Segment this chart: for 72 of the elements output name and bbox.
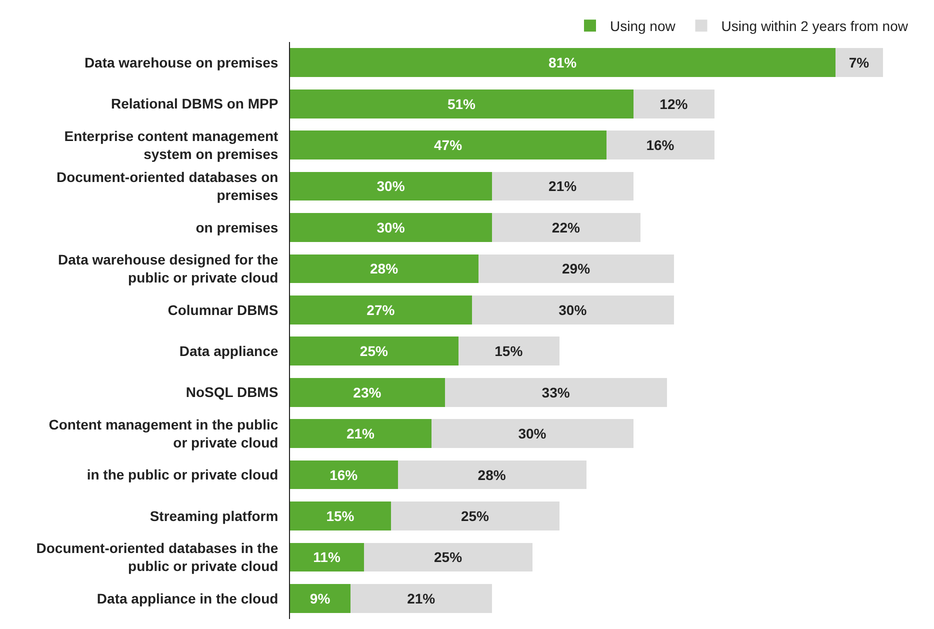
data-label: 51% [447,96,476,112]
bar [290,419,432,448]
y-tick-label: in the public or private cloud [86,466,278,483]
data-label: 30% [558,302,588,318]
data-label: 27% [366,302,396,318]
y-tick-label: Columnar DBMS [168,302,278,318]
data-label: 15% [494,343,524,360]
data-label: 21% [407,590,436,606]
data-label: 33% [542,384,570,400]
y-tick-label: Streaming platform [150,508,278,524]
y-tick-label: Data appliance in the cloud [96,590,278,606]
bar [290,502,392,530]
bar [634,89,714,118]
data-label: 16% [646,137,675,154]
bar [290,460,398,490]
data-label: 11% [313,549,341,566]
bar [391,502,560,530]
data-label: 47% [434,137,463,154]
bar [472,295,674,324]
data-label: 25% [460,508,490,524]
bar [290,254,479,284]
bar [431,419,634,448]
data-label: 21% [548,178,578,194]
bar [290,295,472,324]
data-label: 22% [552,219,580,236]
data-label: 15% [326,508,355,524]
bar [398,460,586,490]
y-tick-label: Document-oriented databases in the public or private cloud [36,540,278,574]
data-label: 30% [376,178,406,194]
y-tick-label: Enterprise content management system on premises [64,128,279,162]
bar [350,584,492,613]
y-tick-label: Document-oriented databases on premises [56,169,278,204]
bar [290,378,445,407]
bar [444,378,668,407]
bar [290,542,364,572]
data-label: 30% [376,219,406,236]
data-label: 28% [370,260,399,277]
data-label: 23% [353,384,382,400]
data-label: 25% [360,343,388,360]
data-label: 28% [478,466,506,483]
bar [290,172,492,201]
legend-label: Using now [610,18,676,34]
bar [290,584,351,613]
y-tick-label: Data warehouse on premises [84,54,278,71]
legend-label: Using within 2 years from now [721,18,909,34]
y-tick-label: Content management in the public or private cloud [48,416,278,451]
y-tick-label: NoSQL DBMS [186,384,278,400]
data-label: 16% [330,466,358,483]
data-label: 25% [434,549,463,566]
bar [836,48,883,78]
bar [458,336,560,366]
data-label: 29% [562,260,591,277]
bar [290,48,836,78]
bar [492,172,634,201]
y-tick-label: Relational DBMS on MPP [110,96,278,112]
y-tick-label: Data warehouse designed for the public or private cloud [58,251,278,286]
bar [492,213,640,242]
bar [290,336,458,366]
y-tick-label: on premises [196,219,278,236]
bar [606,130,714,160]
bar [364,542,533,572]
data-label: 21% [346,426,376,442]
bar [290,130,607,160]
y-tick-label: Data appliance [179,343,278,360]
bar [478,254,674,284]
bar [290,89,634,118]
data-label: 81% [548,54,578,71]
data-label: 7% [848,54,870,71]
data-label: 12% [660,96,688,112]
data-label: 30% [518,426,547,442]
data-label: 9% [310,590,331,606]
bar [290,213,492,242]
